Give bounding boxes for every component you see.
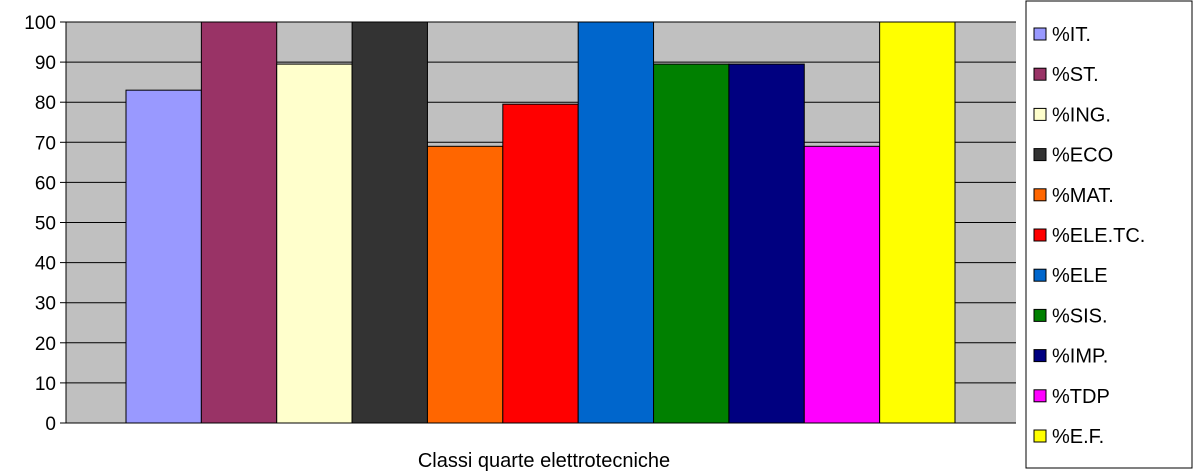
y-tick-label: 80 — [35, 93, 56, 114]
legend-label: %SIS. — [1052, 305, 1108, 327]
legend-swatch — [1033, 268, 1047, 282]
bar-ele — [577, 21, 655, 424]
y-tick-label: 30 — [35, 294, 56, 315]
legend-swatch — [1033, 67, 1047, 81]
y-tick-label: 0 — [45, 414, 56, 435]
legend-label: %ST. — [1052, 64, 1099, 86]
legend-label: %ING. — [1052, 104, 1111, 126]
legend-label: %TDP — [1052, 386, 1110, 408]
bar-it — [125, 89, 202, 424]
legend-label: %ELE — [1052, 265, 1108, 287]
bar-eco — [351, 21, 428, 424]
legend-label: %MAT. — [1052, 185, 1114, 207]
x-axis-label: Classi quarte elettrotecniche — [418, 450, 670, 472]
legend-label: %ELE.TC. — [1052, 225, 1145, 247]
bar-sis — [653, 63, 730, 424]
bar-tdp — [803, 145, 881, 424]
legend-swatch — [1033, 389, 1047, 403]
bars — [125, 21, 956, 424]
legend-label: %E.F. — [1052, 426, 1104, 448]
y-tick-label: 60 — [35, 173, 56, 194]
legend-swatch — [1033, 188, 1047, 202]
legend-swatch — [1033, 308, 1047, 322]
legend-swatch — [1033, 228, 1047, 242]
legend-swatch — [1033, 148, 1047, 162]
bar-imp — [728, 63, 805, 424]
legend-label: %IT. — [1052, 24, 1091, 46]
legend-label: %IMP. — [1052, 346, 1108, 368]
legend-swatch — [1033, 429, 1047, 443]
y-tick-label: 10 — [35, 374, 56, 395]
legend-swatch — [1033, 27, 1047, 41]
legend-swatch — [1033, 349, 1047, 363]
bar-ele-tc — [502, 103, 579, 424]
legend-label: %ECO — [1052, 145, 1113, 167]
legend-swatch — [1033, 107, 1047, 121]
y-tick-label: 50 — [35, 214, 56, 235]
bar-e-f — [879, 21, 956, 424]
legend-box — [1025, 0, 1193, 469]
bar-ing — [276, 63, 353, 424]
y-tick-label: 40 — [35, 254, 56, 275]
y-tick-label: 100 — [24, 13, 56, 34]
legend: %IT. %ST. %ING. %ECO %MAT. %ELE.TC. %ELE %SIS.%… — [1025, 0, 1193, 469]
bar-mat — [426, 145, 504, 424]
y-tick-label: 90 — [35, 53, 56, 74]
y-axis: 0 10 20 30 40 50 60 70 80 90 100 — [24, 13, 67, 435]
y-tick-label: 70 — [35, 133, 56, 154]
bar-st — [200, 21, 278, 424]
y-tick-label: 20 — [35, 334, 56, 355]
